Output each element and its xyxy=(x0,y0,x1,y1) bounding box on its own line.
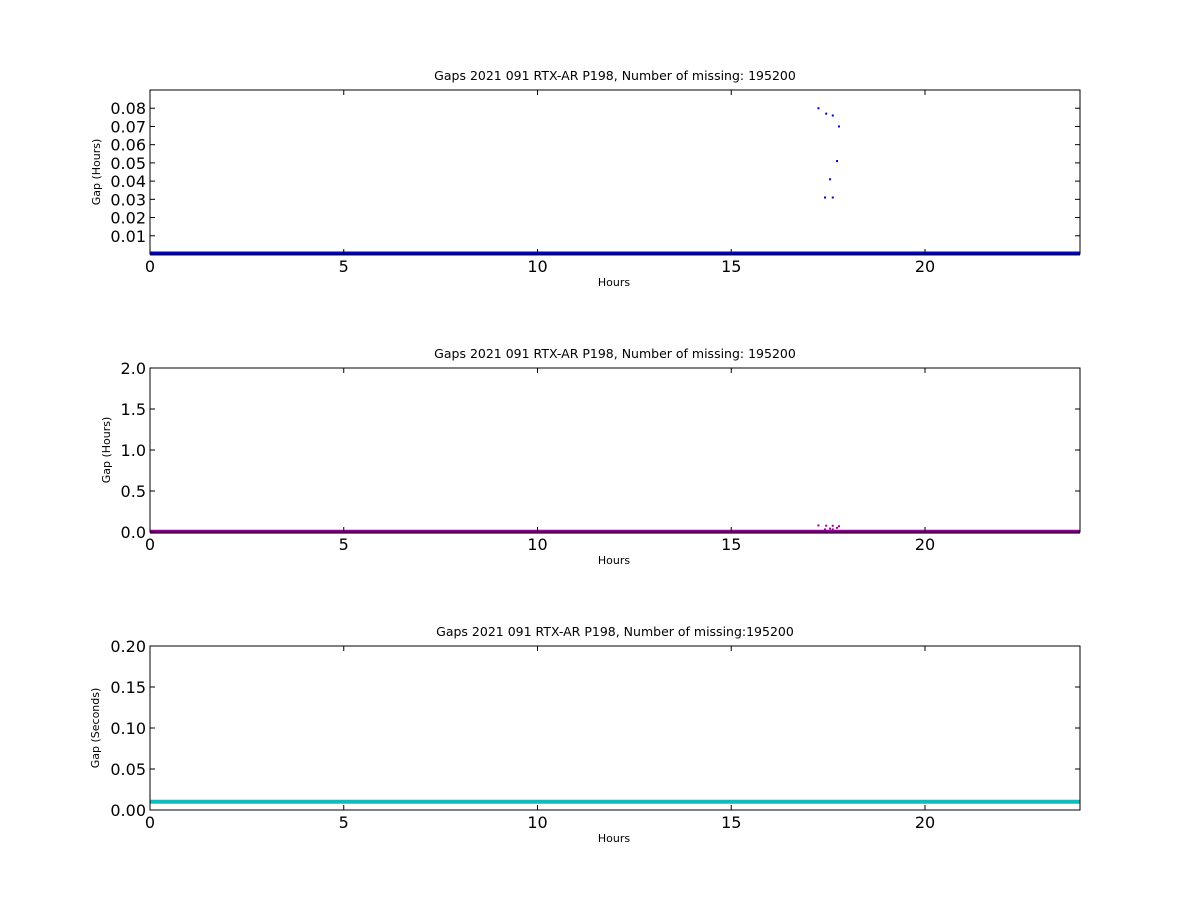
data-point xyxy=(831,196,834,199)
data-point xyxy=(817,524,820,527)
data-point xyxy=(831,528,834,531)
data-point xyxy=(836,526,839,529)
y-tick-label: 0.02 xyxy=(110,209,146,228)
y-tick-label: 0.0 xyxy=(121,523,146,542)
y-tick-label: 0.07 xyxy=(110,117,146,136)
data-point xyxy=(817,107,820,110)
y-tick-label: 0.06 xyxy=(110,136,146,155)
y-axis-label: Gap (Hours) xyxy=(100,417,113,484)
data-point xyxy=(829,178,832,181)
y-tick-label: 0.10 xyxy=(110,719,146,738)
y-tick-label: 0.5 xyxy=(121,482,146,501)
x-axis-label: Hours xyxy=(598,554,630,567)
y-tick-label: 0.04 xyxy=(110,172,146,191)
data-point xyxy=(836,160,839,163)
x-tick-label: 5 xyxy=(339,813,349,832)
y-tick-label: 1.5 xyxy=(121,400,146,419)
y-tick-label: 2.0 xyxy=(121,359,146,378)
y-tick-label: 0.20 xyxy=(110,637,146,656)
y-tick-label: 1.0 xyxy=(121,441,146,460)
data-point xyxy=(837,125,840,128)
x-tick-label: 0 xyxy=(145,813,155,832)
y-tick-label: 0.00 xyxy=(110,801,146,820)
y-tick-label: 0.03 xyxy=(110,190,146,209)
x-tick-label: 10 xyxy=(527,257,547,276)
x-tick-label: 5 xyxy=(339,257,349,276)
x-tick-label: 10 xyxy=(527,535,547,554)
data-point xyxy=(824,528,827,531)
chart-title: Gaps 2021 091 RTX-AR P198, Number of mis… xyxy=(434,346,796,361)
x-tick-label: 0 xyxy=(145,257,155,276)
chart-panel-1: Gaps 2021 091 RTX-AR P198, Number of mis… xyxy=(90,68,1081,289)
x-tick-label: 15 xyxy=(721,813,741,832)
data-point xyxy=(825,112,828,115)
x-tick-label: 10 xyxy=(527,813,547,832)
data-point xyxy=(824,196,827,199)
y-tick-label: 0.01 xyxy=(110,227,146,246)
x-tick-label: 5 xyxy=(339,535,349,554)
x-tick-label: 0 xyxy=(145,535,155,554)
x-tick-label: 15 xyxy=(721,535,741,554)
y-axis-label: Gap (Seconds) xyxy=(89,688,102,769)
x-tick-label: 20 xyxy=(915,257,935,276)
chart-title: Gaps 2021 091 RTX-AR P198, Number of mis… xyxy=(436,624,794,639)
chart-panel-3: Gaps 2021 091 RTX-AR P198, Number of mis… xyxy=(89,624,1081,845)
axes-frame xyxy=(149,367,1081,533)
x-axis-label: Hours xyxy=(598,832,630,845)
y-tick-label: 0.15 xyxy=(110,678,146,697)
data-point xyxy=(825,524,828,527)
x-axis-label: Hours xyxy=(598,276,630,289)
axes-frame xyxy=(149,645,1081,811)
data-point xyxy=(831,524,834,527)
y-tick-label: 0.05 xyxy=(110,760,146,779)
x-tick-label: 20 xyxy=(915,535,935,554)
chart-title: Gaps 2021 091 RTX-AR P198, Number of mis… xyxy=(434,68,796,83)
axes-frame xyxy=(149,89,1081,255)
y-tick-label: 0.05 xyxy=(110,154,146,173)
y-tick-label: 0.08 xyxy=(110,99,146,118)
x-tick-label: 20 xyxy=(915,813,935,832)
data-point xyxy=(831,114,834,117)
data-point xyxy=(837,525,840,528)
y-axis-label: Gap (Hours) xyxy=(90,139,103,206)
data-point xyxy=(829,527,832,530)
x-tick-label: 15 xyxy=(721,257,741,276)
chart-panel-2: Gaps 2021 091 RTX-AR P198, Number of mis… xyxy=(100,346,1081,567)
